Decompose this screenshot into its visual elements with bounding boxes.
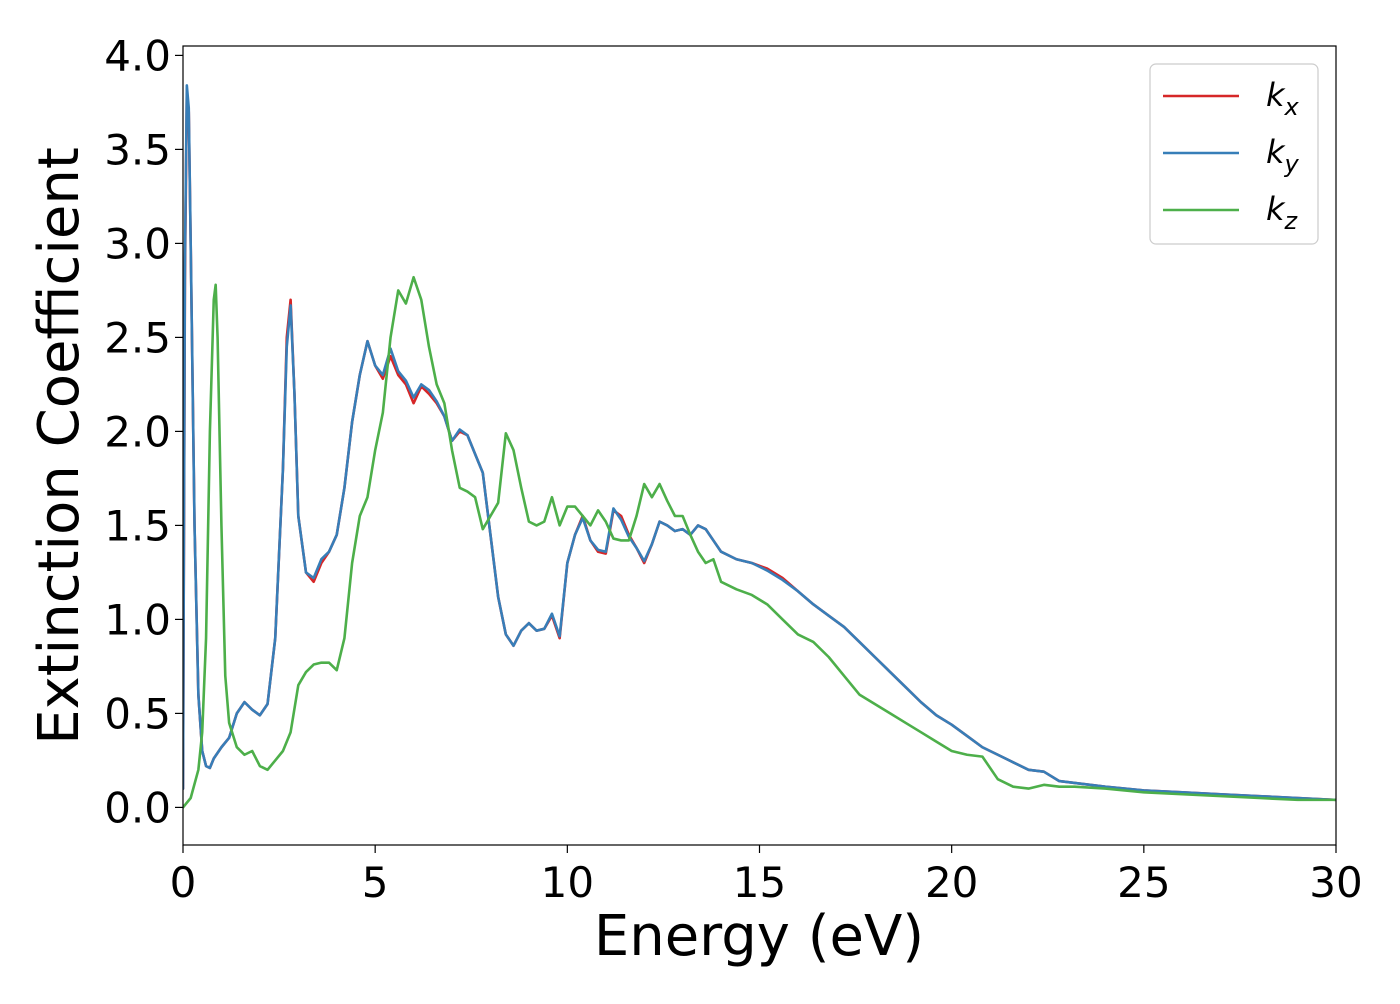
x-tick-label: 15 [733,858,786,907]
x-tick-label: 0 [170,858,197,907]
x-tick-label: 25 [1117,858,1170,907]
y-tick-label: 1.5 [104,501,171,550]
series-line-ky [183,84,1336,802]
x-tick-label: 20 [925,858,978,907]
y-tick-label: 0.5 [104,689,171,738]
x-tick-label: 30 [1309,858,1362,907]
x-axis-ticks: 0 5 10 15 20 25 30 [170,845,1363,907]
y-axis-label: Extinction Coefficient [27,147,92,745]
x-tick-label: 5 [362,858,389,907]
y-axis-ticks: 0.0 0.5 1.0 1.5 2.0 2.5 3.0 3.5 4.0 [104,31,183,832]
series-layer [183,84,1336,809]
legend-label-kz: kz [1266,190,1299,235]
y-tick-label: 3.0 [104,219,171,268]
series-line-kz [183,275,1336,809]
legend-label-ky: ky [1266,133,1300,178]
y-tick-label: 1.0 [104,595,171,644]
legend-items: kx ky kz [1163,76,1300,235]
legend: kx ky kz [1149,63,1319,245]
legend-label-kx: kx [1266,76,1300,121]
y-tick-label: 4.0 [104,31,171,80]
x-axis-label: Energy (eV) [594,904,924,969]
y-tick-label: 2.0 [104,407,171,456]
x-tick-label: 10 [541,858,594,907]
y-tick-label: 2.5 [104,313,171,362]
y-tick-label: 0.0 [104,783,171,832]
y-tick-label: 3.5 [104,125,171,174]
